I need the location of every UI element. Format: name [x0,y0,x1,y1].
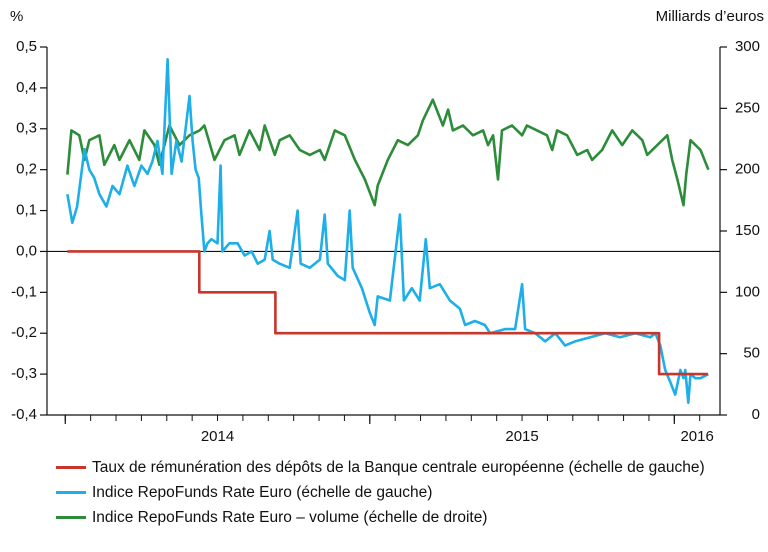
y2-tick-label: 0 [752,406,760,423]
legend-item: Taux de rémunération des dépôts de la Ba… [56,456,736,479]
y2-tick-label: 300 [735,38,760,55]
legend-label: Indice RepoFunds Rate Euro (échelle de g… [92,484,433,501]
legend: Taux de rémunération des dépôts de la Ba… [56,456,736,531]
y-tick-label: 0,2 [16,161,37,178]
legend-swatch [56,491,86,494]
y2-tick-label: 250 [735,99,760,116]
chart: % Milliards d’euros -0,4 -0,3 -0,2 -0,1 0,0 0… [10,8,764,445]
legend-label: Indice RepoFunds Rate Euro – volume (éch… [92,509,488,526]
legend-item: Indice RepoFunds Rate Euro – volume (éch… [56,506,736,529]
legend-label: Taux de rémunération des dépôts de la Ba… [92,459,705,476]
y-tick-label: 0,5 [16,38,37,55]
series-line [67,250,708,376]
y-tick-label: -0,3 [11,365,37,382]
y-tick-label: 0,4 [16,79,37,96]
y-tick-label: 0,1 [16,202,37,219]
legend-swatch [56,466,86,469]
x-tick-label: 2015 [505,428,538,445]
y2-tick-label: 100 [735,283,760,300]
legend-swatch [56,516,86,519]
y-tick-label: -0,4 [11,406,37,423]
y-tick-label: -0,2 [11,324,37,341]
y-tick-label: -0,1 [11,283,37,300]
x-tick-label: 2016 [680,428,713,445]
legend-item: Indice RepoFunds Rate Euro (échelle de g… [56,481,736,504]
series-line [66,57,709,405]
y2-axis-label: Milliards d’euros [656,8,764,25]
y-tick-label: 0,3 [16,120,37,137]
y2-tick-label: 50 [743,345,760,362]
y2-tick-label: 150 [735,222,760,239]
y-axis-label: % [10,8,23,25]
y2-tick-label: 200 [735,161,760,178]
x-tick-label: 2014 [201,428,234,445]
y-tick-label: 0,0 [16,242,37,259]
